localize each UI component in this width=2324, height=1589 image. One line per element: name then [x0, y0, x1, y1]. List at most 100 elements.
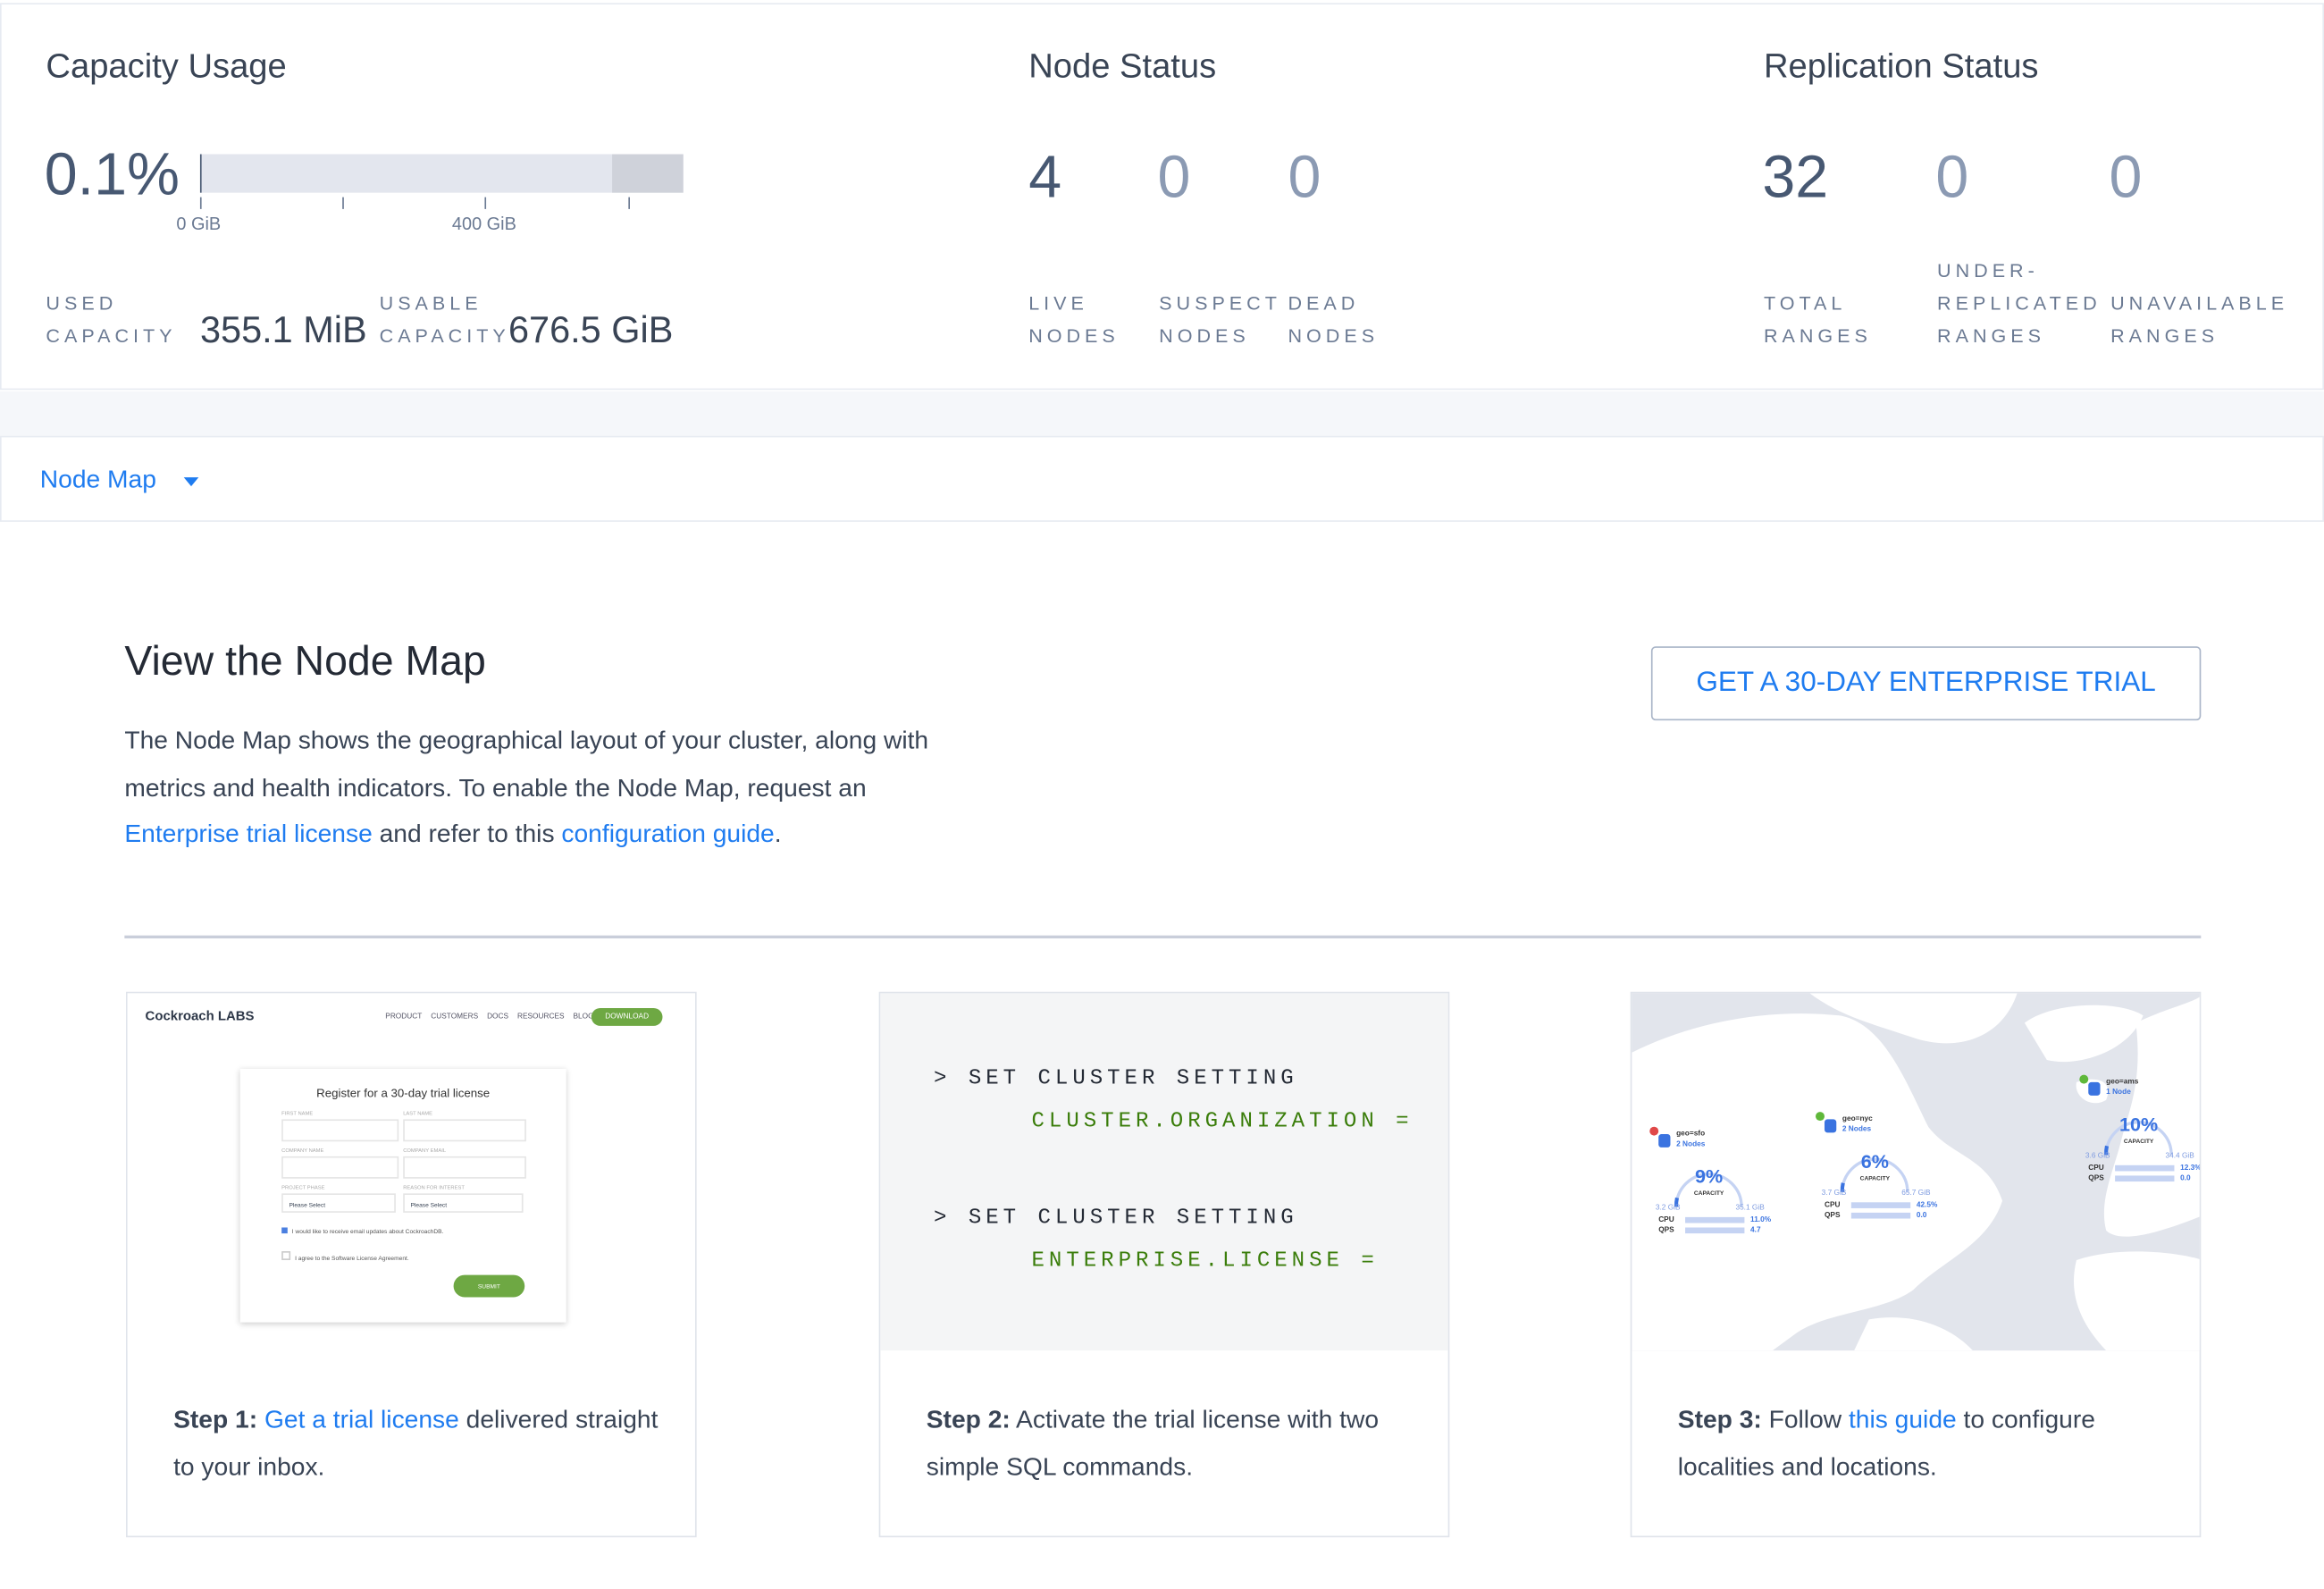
- live-nodes-label: LIVE NODES: [1028, 291, 1120, 348]
- cluster-summary: Capacity Usage 0.1% 0 GiB 400 GiB USED CA…: [0, 3, 2324, 391]
- cpu-label: CPU: [1824, 1200, 1841, 1210]
- capacity-label: CAPACITY: [2123, 1137, 2154, 1145]
- preview-download-button: DOWNLOAD: [591, 1007, 663, 1026]
- status-badge: [2079, 1074, 2089, 1084]
- qps-sparkline: [1685, 1227, 1745, 1234]
- qps-label: QPS: [1824, 1211, 1841, 1221]
- code-line: CLUSTER.ORGANIZATION =: [1031, 1110, 1414, 1134]
- region-nodes: 1 Node: [2106, 1088, 2131, 1097]
- step-3-card: geo=sfo 2 Nodes 9% CAPACITY 3.2 GiB 35.1 GiB C…: [1630, 991, 2202, 1538]
- unavailable-value: 0: [2109, 145, 2143, 211]
- node-map-preview: geo=sfo 2 Nodes 9% CAPACITY 3.2 GiB 35.1 GiB C…: [1632, 993, 2200, 1351]
- view-selector-bar: Node Map: [0, 435, 2324, 522]
- capacity-label: CAPACITY: [1693, 1189, 1724, 1197]
- under-replicated-label: UNDER- REPLICATED RANGES: [1937, 259, 2102, 348]
- capacity-gauge: [2104, 1121, 2173, 1156]
- axis-label: 400 GiB: [451, 213, 516, 235]
- total-value: 65.7 GiB: [1901, 1189, 1931, 1198]
- trial-signup-preview: Cockroach LABS PRODUCT CUSTOMERS DOCS RESOU…: [127, 993, 695, 1351]
- map-region-1: geo=nyc 2 Nodes 6% CAPACITY 3.7 GiB 65.7 GiB C…: [1816, 1112, 1937, 1245]
- live-nodes-value: 4: [1028, 145, 1062, 211]
- region-name: geo=sfo: [1676, 1130, 1706, 1139]
- sql-commands-preview: > SET CLUSTER SETTING CLUSTER.ORGANIZATI…: [880, 993, 1448, 1351]
- suspect-nodes-label: SUSPECT NODES: [1159, 291, 1281, 348]
- cockroach-labs-logo: Cockroach LABS: [145, 1007, 255, 1023]
- qps-value: 0.0: [1916, 1211, 1927, 1221]
- map-region-0: geo=sfo 2 Nodes 9% CAPACITY 3.2 GiB 35.1 GiB C…: [1649, 1126, 1772, 1260]
- capacity-percent: 9%: [1694, 1164, 1724, 1188]
- caret-down-icon: [183, 476, 199, 486]
- step-1-text: Step 1: Get a trial license delivered st…: [173, 1405, 659, 1481]
- axis-label: 0 GiB: [176, 213, 222, 235]
- used-capacity-value: 355.1 MiB: [199, 309, 367, 352]
- region-nodes: 2 Nodes: [1676, 1139, 1706, 1149]
- cpu-sparkline: [1685, 1216, 1745, 1223]
- capacity-percent: 6%: [1860, 1150, 1889, 1173]
- node-status-title: Node Status: [1028, 46, 1217, 85]
- capacity-bar-reserved: [612, 154, 684, 193]
- capacity-gauge: [1840, 1157, 1909, 1192]
- replication-status-title: Replication Status: [1763, 46, 2039, 85]
- divider-band: [0, 391, 2324, 436]
- qps-value: 4.7: [1750, 1225, 1761, 1235]
- code-line: > SET CLUSTER SETTING: [934, 1067, 1298, 1091]
- node-map-dropdown[interactable]: Node Map: [40, 466, 199, 495]
- cpu-value: 12.3%: [2180, 1164, 2200, 1173]
- status-badge: [1649, 1126, 1659, 1136]
- qps-sparkline: [2115, 1175, 2175, 1182]
- capacity-title: Capacity Usage: [46, 46, 287, 85]
- capacity-bar-fill: [199, 154, 201, 193]
- total-value: 34.4 GiB: [2165, 1151, 2194, 1161]
- region-name: geo=ams: [2106, 1077, 2139, 1087]
- total-ranges-label: TOTAL RANGES: [1763, 291, 1872, 348]
- preview-form: Register for a 30-day trial license FIRS…: [239, 1068, 566, 1323]
- code-line: > SET CLUSTER SETTING: [934, 1206, 1298, 1231]
- usable-capacity-label: USABLE CAPACITY: [379, 291, 510, 348]
- under-replicated-value: 0: [1935, 145, 1969, 211]
- get-trial-license-link[interactable]: Get a trial license: [264, 1405, 459, 1434]
- suspect-nodes-value: 0: [1157, 145, 1191, 211]
- qps-label: QPS: [1658, 1225, 1674, 1235]
- qps-sparkline: [1850, 1212, 1911, 1219]
- cpu-label: CPU: [2088, 1164, 2104, 1173]
- world-map: [1632, 993, 2200, 1351]
- node-map-heading: View the Node Map: [124, 637, 486, 684]
- capacity-bar: [199, 154, 684, 193]
- cpu-value: 42.5%: [1916, 1200, 1938, 1210]
- used-value: 3.6 GiB: [2085, 1151, 2110, 1161]
- code-line: ENTERPRISE.LICENSE =: [1031, 1249, 1379, 1274]
- preview-nav: PRODUCT CUSTOMERS DOCS RESOURCES BLOG: [385, 1012, 594, 1022]
- capacity-percent: 10%: [2119, 1113, 2159, 1136]
- used-capacity-label: USED CAPACITY: [46, 291, 177, 348]
- status-badge: [1816, 1112, 1825, 1122]
- configuration-guide-link[interactable]: configuration guide: [561, 820, 775, 848]
- used-value: 3.7 GiB: [1821, 1189, 1847, 1198]
- capacity-label: CAPACITY: [1859, 1173, 1891, 1182]
- database-icon: [1824, 1119, 1837, 1133]
- database-icon: [1658, 1133, 1671, 1148]
- map-region-2: geo=ams 1 Node 10% CAPACITY 3.6 GiB 34.4 GiB C…: [2079, 1074, 2200, 1208]
- dead-nodes-value: 0: [1288, 145, 1321, 211]
- capacity-gauge: [1674, 1173, 1743, 1207]
- region-name: geo=nyc: [1842, 1114, 1873, 1124]
- total-ranges-value: 32: [1762, 145, 1829, 211]
- step-1-card: Cockroach LABS PRODUCT CUSTOMERS DOCS RESOU…: [125, 991, 697, 1538]
- axis-tick: [342, 197, 344, 209]
- axis-tick: [628, 197, 630, 209]
- this-guide-link[interactable]: this guide: [1848, 1405, 1957, 1434]
- dead-nodes-label: DEAD NODES: [1288, 291, 1380, 348]
- qps-value: 0.0: [2180, 1173, 2191, 1183]
- unavailable-label: UNAVAILABLE RANGES: [2110, 291, 2289, 348]
- step-3-text: Step 3: Follow this guide to configure l…: [1677, 1405, 2095, 1481]
- database-icon: [2088, 1081, 2101, 1096]
- dropdown-label: Node Map: [39, 465, 156, 494]
- enterprise-trial-link[interactable]: Enterprise trial license: [124, 820, 373, 848]
- enterprise-trial-button[interactable]: GET A 30-DAY ENTERPRISE TRIAL: [1650, 646, 2202, 721]
- usable-capacity-value: 676.5 GiB: [508, 309, 674, 352]
- step-2-text: Step 2: Activate the trial license with …: [926, 1405, 1380, 1481]
- step-2-card: > SET CLUSTER SETTING CLUSTER.ORGANIZATI…: [878, 991, 1450, 1538]
- cpu-value: 11.0%: [1750, 1215, 1772, 1225]
- axis-tick: [199, 197, 202, 209]
- cpu-label: CPU: [1658, 1215, 1674, 1225]
- node-map-description: The Node Map shows the geographical layo…: [124, 726, 929, 848]
